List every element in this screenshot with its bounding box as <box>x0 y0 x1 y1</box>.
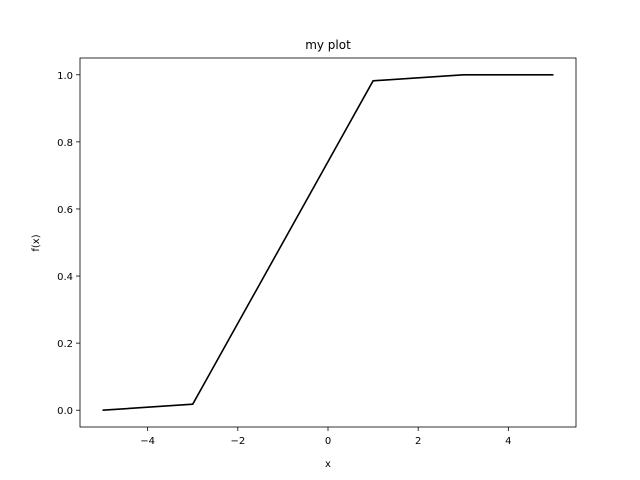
x-tick-label: −2 <box>230 436 245 447</box>
x-tick-label: 2 <box>415 436 421 447</box>
x-axis: −4 −2 0 2 4 <box>140 427 512 447</box>
y-tick-label: 0.2 <box>57 339 73 350</box>
x-tick-label: 4 <box>505 436 511 447</box>
x-tick-label: 0 <box>325 436 331 447</box>
x-tick-label: −4 <box>140 436 155 447</box>
y-tick-label: 1.0 <box>57 71 73 82</box>
x-axis-label: x <box>325 459 331 470</box>
chart-title: my plot <box>305 38 351 52</box>
y-tick-label: 0.6 <box>57 205 73 216</box>
series-layer <box>102 73 554 412</box>
y-tick-label: 0.8 <box>57 138 73 149</box>
y-axis-label: f(x) <box>31 234 42 251</box>
y-tick-label: 0.0 <box>57 406 73 417</box>
y-axis: 0.0 0.2 0.4 0.6 0.8 1.0 <box>57 71 80 417</box>
y-tick-label: 0.4 <box>57 272 73 283</box>
